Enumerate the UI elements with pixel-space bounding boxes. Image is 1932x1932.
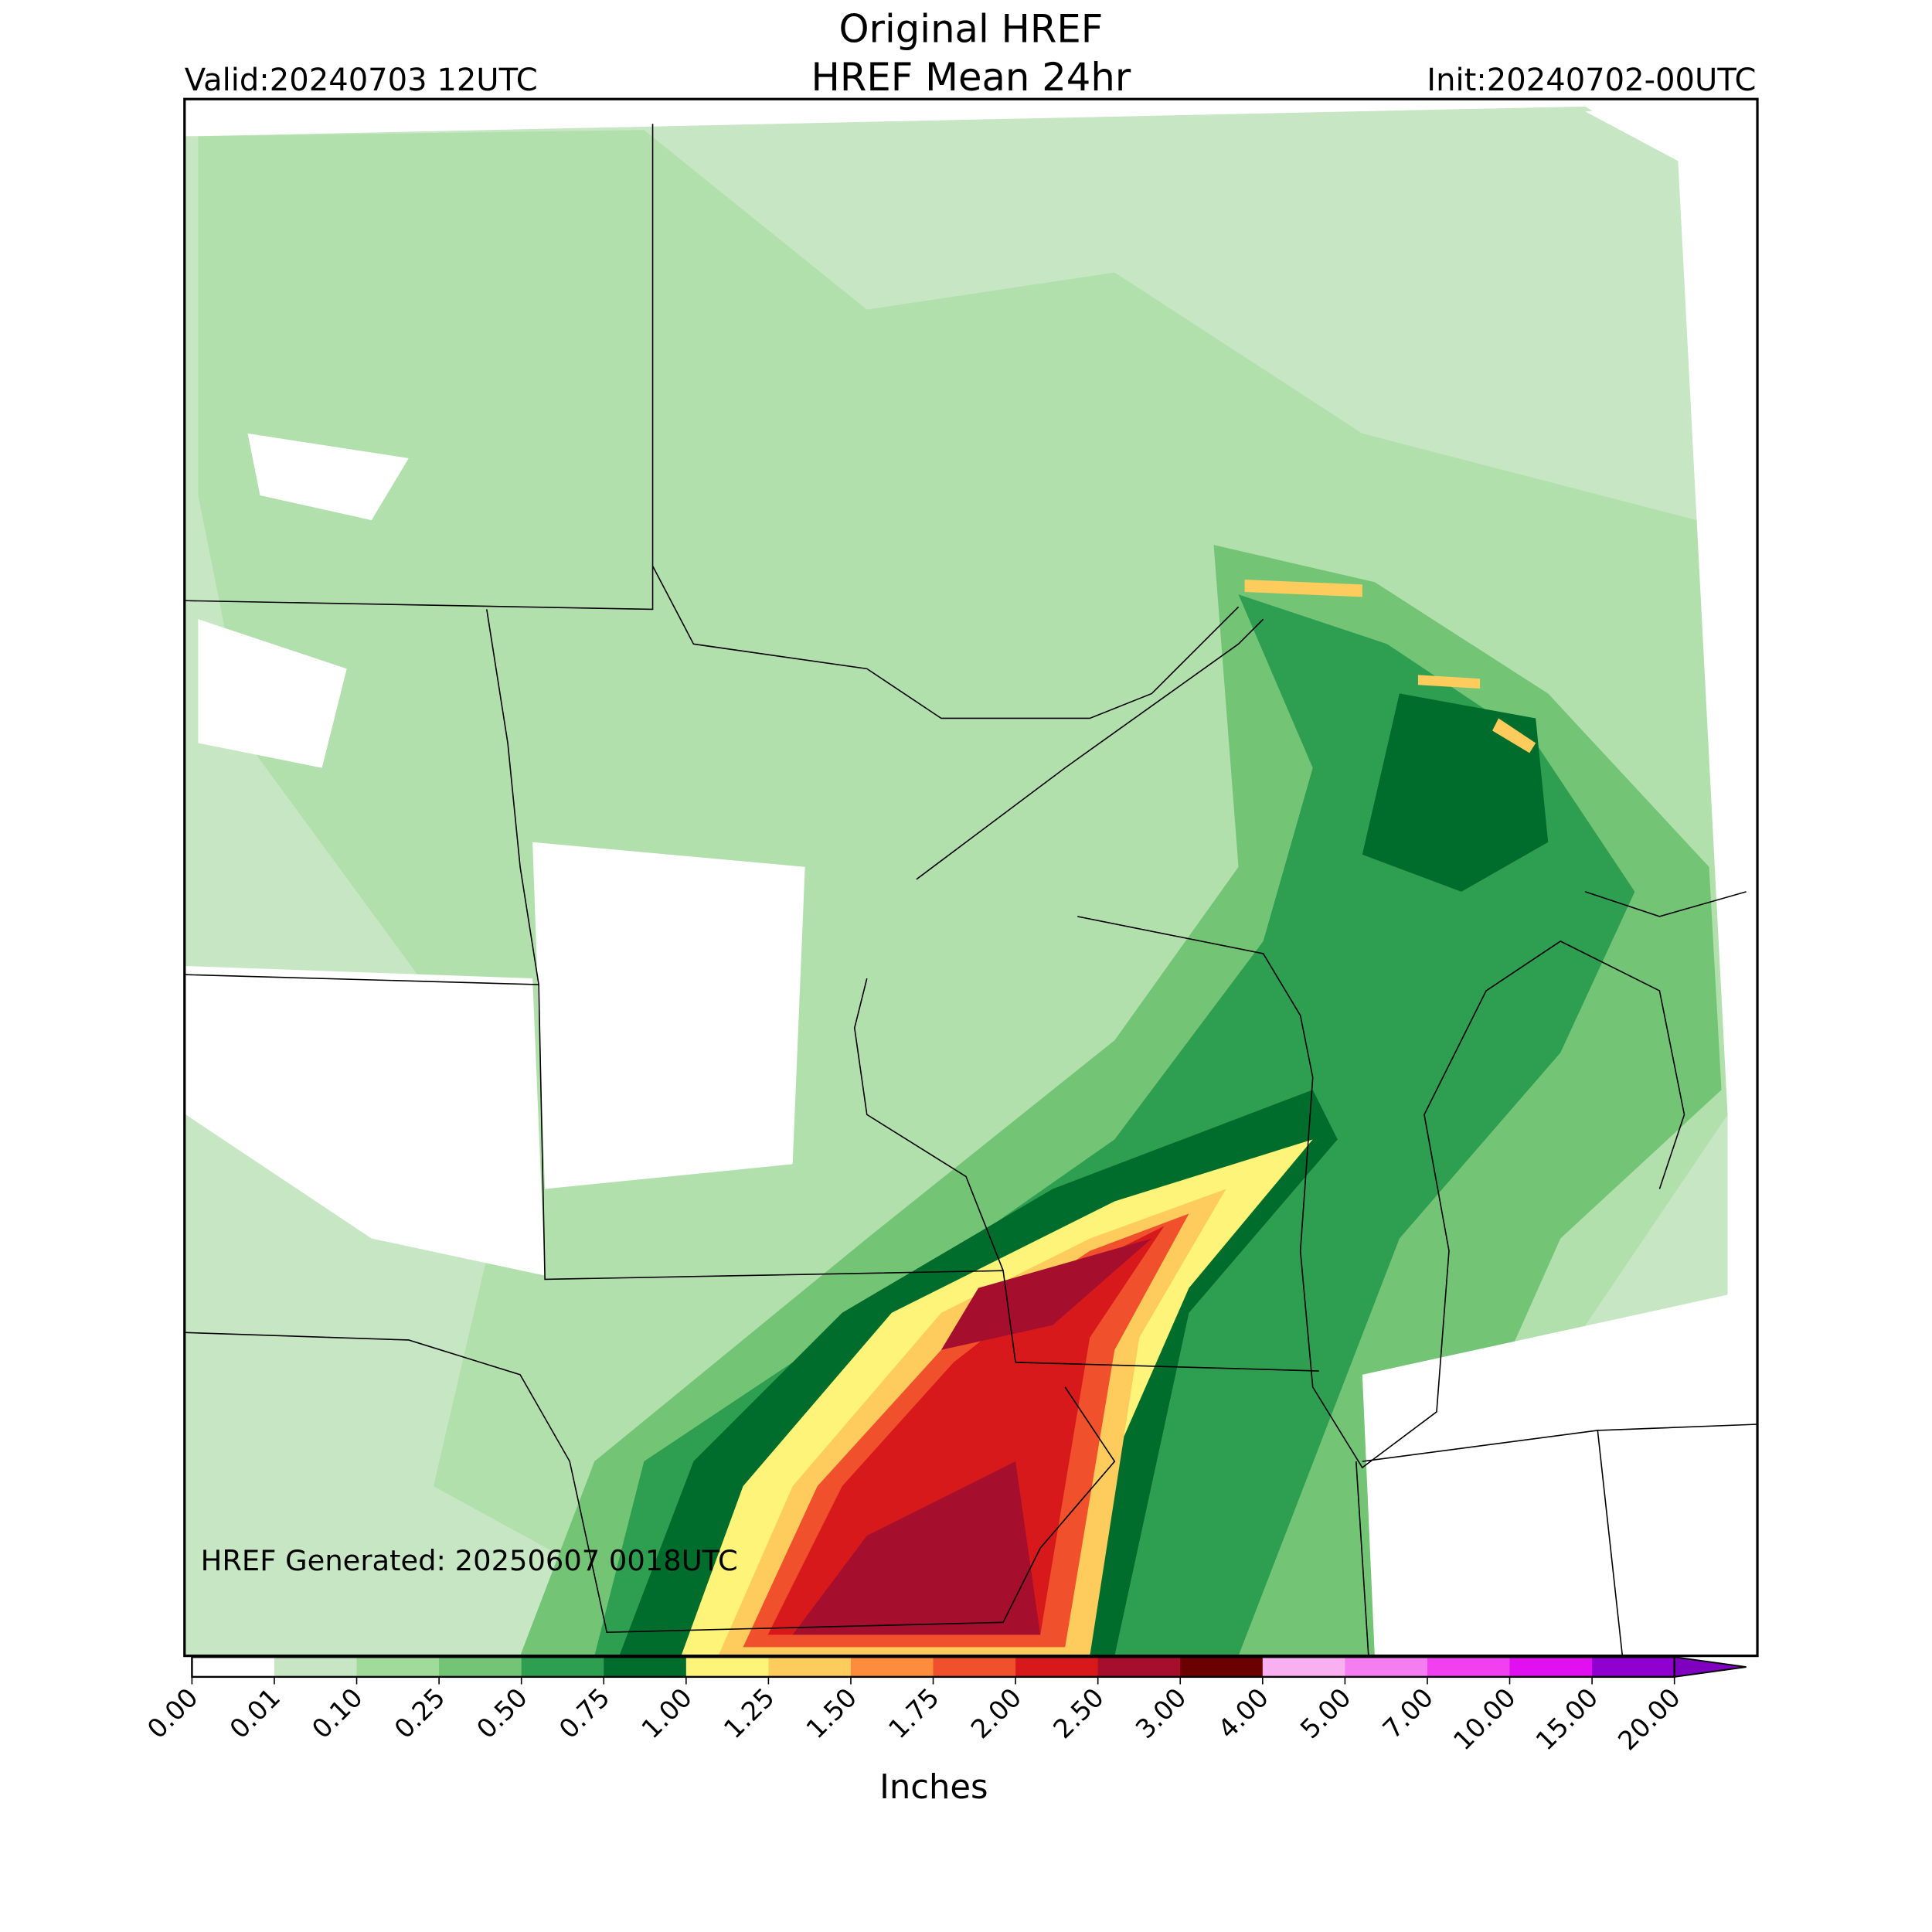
colorbar-swatch bbox=[1097, 1657, 1182, 1677]
colorbar-swatch bbox=[768, 1657, 852, 1677]
colorbar-swatch bbox=[1345, 1657, 1428, 1677]
field-dry bbox=[185, 99, 1758, 1656]
colorbar-swatch bbox=[1509, 1657, 1593, 1677]
colorbar-swatch bbox=[1592, 1657, 1675, 1677]
colorbar-swatch bbox=[1262, 1657, 1346, 1677]
colorbar-tick-label: 20.00 bbox=[1612, 1682, 1686, 1757]
colorbar-swatch bbox=[521, 1657, 605, 1677]
colorbar: 0.00 0.01 0.10 0.25 0.50 0.75 1.00 1.25 1.50 1.75… bbox=[141, 1656, 1747, 1757]
colorbar-tick-label: 2.50 bbox=[1047, 1682, 1110, 1745]
field-darkred bbox=[792, 1238, 1152, 1635]
valid-time: Valid:20240703 12UTC bbox=[185, 63, 538, 98]
colorbar-tick-label: 0.75 bbox=[553, 1682, 616, 1745]
generated-note: HREF Generated: 20250607 0018UTC bbox=[201, 1544, 738, 1577]
borders bbox=[185, 124, 1758, 1656]
colorbar-swatch bbox=[439, 1657, 522, 1677]
colorbar-tick-label: 1.75 bbox=[883, 1682, 945, 1745]
colorbar-swatch bbox=[1015, 1657, 1099, 1677]
colorbar-tick-label: 15.00 bbox=[1530, 1682, 1604, 1757]
colorbar-tick-label: 0.01 bbox=[224, 1682, 287, 1745]
title: Original HREF bbox=[838, 6, 1103, 51]
colorbar-tick-label: 0.50 bbox=[471, 1682, 533, 1745]
colorbar-swatch bbox=[1180, 1657, 1264, 1677]
field-dark-n bbox=[1362, 693, 1549, 892]
colorbar-swatch bbox=[604, 1657, 687, 1677]
colorbar-swatch bbox=[850, 1657, 934, 1677]
precip-field bbox=[185, 99, 1758, 1656]
init-time: Init:20240702-00UTC bbox=[1427, 63, 1756, 98]
colorbar-label: Inches bbox=[879, 1768, 988, 1807]
colorbar-swatch bbox=[192, 1657, 275, 1677]
colorbar-tick-label: 1.00 bbox=[636, 1682, 699, 1745]
colorbar-tick-label: 1.50 bbox=[801, 1682, 863, 1745]
colorbar-tick-label: 5.00 bbox=[1294, 1682, 1357, 1745]
colorbar-swatch bbox=[356, 1657, 440, 1677]
colorbar-extend bbox=[1673, 1656, 1747, 1678]
colorbar-tick-label: 1.25 bbox=[718, 1682, 781, 1745]
colorbar-tick-label: 0.10 bbox=[306, 1682, 369, 1745]
colorbar-tick-label: 4.00 bbox=[1213, 1682, 1275, 1745]
colorbar-tick-label: 7.00 bbox=[1377, 1682, 1440, 1745]
field-shore bbox=[1244, 580, 1536, 753]
map-frame bbox=[183, 97, 1759, 1658]
colorbar-tick-label: 0.25 bbox=[389, 1682, 451, 1745]
colorbar-tick-label: 3.00 bbox=[1130, 1682, 1192, 1745]
colorbar-swatch bbox=[1427, 1657, 1511, 1677]
colorbar-tick-label: 2.00 bbox=[965, 1682, 1028, 1745]
colorbar-swatch bbox=[933, 1657, 1016, 1677]
subtitle: HREF Mean 24hr bbox=[811, 55, 1131, 100]
colorbar-tick-label: 0.00 bbox=[141, 1682, 204, 1745]
field-red bbox=[767, 1226, 1165, 1635]
colorbar-tick-label: 10.00 bbox=[1447, 1682, 1522, 1757]
colorbar-swatch bbox=[685, 1657, 770, 1677]
colorbar-swatch bbox=[274, 1657, 358, 1677]
